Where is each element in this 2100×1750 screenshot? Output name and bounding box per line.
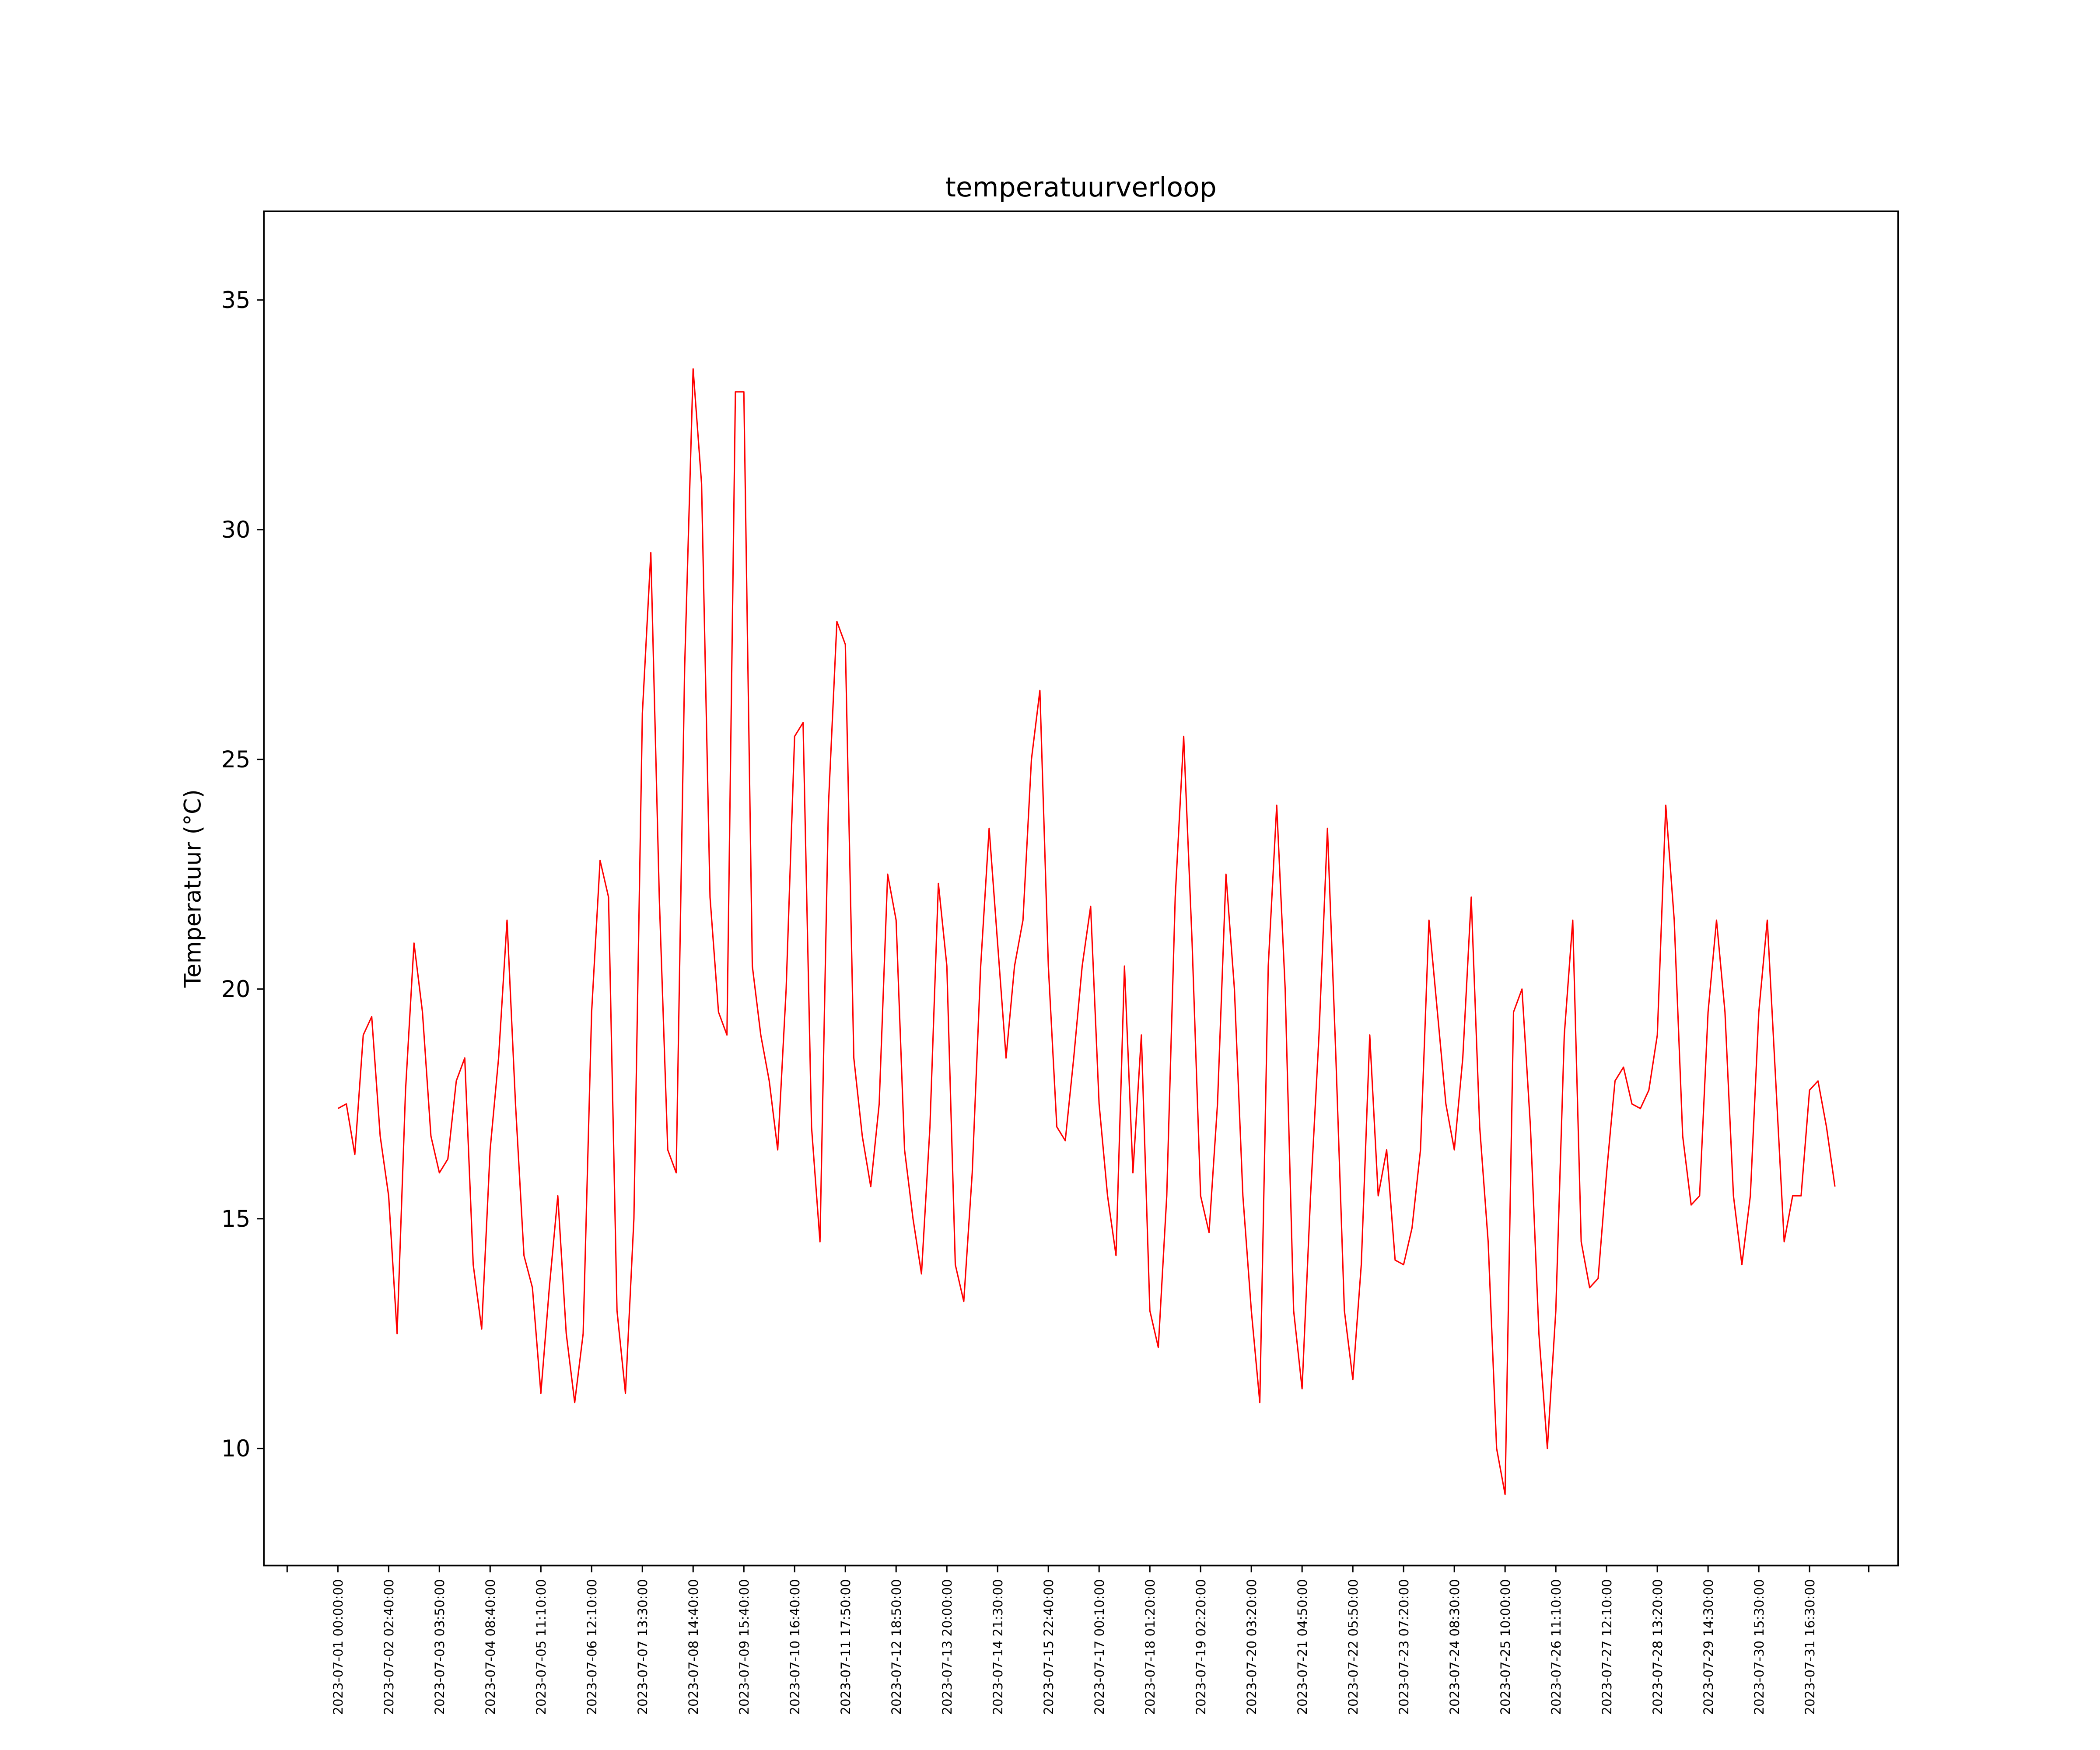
y-tick-label: 30	[221, 517, 251, 543]
x-tick-label: 2023-07-20 03:20:00	[1244, 1579, 1259, 1715]
y-tick-label: 25	[221, 746, 251, 773]
x-tick-label: 2023-07-29 14:30:00	[1701, 1579, 1716, 1715]
x-tick-label: 2023-07-28 13:20:00	[1650, 1579, 1665, 1715]
y-tick-label: 20	[221, 976, 251, 1003]
y-axis-label: Temperatuur (°C)	[179, 789, 206, 988]
x-tick-label: 2023-07-12 18:50:00	[889, 1579, 904, 1715]
x-tick-label: 2023-07-21 04:50:00	[1295, 1579, 1310, 1715]
chart-title: temperatuurverloop	[945, 172, 1217, 203]
x-tick-label: 2023-07-17 00:10:00	[1092, 1579, 1107, 1715]
x-tick-label: 2023-07-07 13:30:00	[635, 1579, 650, 1715]
x-tick-label: 2023-07-04 08:40:00	[483, 1579, 498, 1715]
x-tick-label: 2023-07-05 11:10:00	[534, 1579, 549, 1715]
temperature-line	[337, 368, 1836, 1495]
x-tick-label: 2023-07-24 08:30:00	[1447, 1579, 1462, 1715]
x-tick-label: 2023-07-22 05:50:00	[1346, 1579, 1361, 1715]
x-tick-label: 2023-07-19 02:20:00	[1194, 1579, 1208, 1715]
x-tick-label: 2023-07-18 01:20:00	[1143, 1579, 1158, 1715]
y-tick-label: 35	[221, 287, 251, 314]
x-tick-label: 2023-07-08 14:40:00	[686, 1579, 701, 1715]
plot-area	[337, 368, 1836, 1495]
x-tick-label: 2023-07-11 17:50:00	[838, 1579, 853, 1715]
x-tick-label: 2023-07-01 00:00:00	[331, 1579, 346, 1715]
x-tick-label: 2023-07-13 20:00:00	[940, 1579, 955, 1715]
x-tick-label: 2023-07-14 21:30:00	[990, 1579, 1005, 1715]
x-tick-label: 2023-07-15 22:40:00	[1041, 1579, 1056, 1715]
x-tick-label: 2023-07-03 03:50:00	[432, 1579, 447, 1715]
y-tick-label: 15	[221, 1206, 251, 1232]
x-tick-label: 2023-07-23 07:20:00	[1396, 1579, 1411, 1715]
x-tick-label: 2023-07-06 12:10:00	[584, 1579, 599, 1715]
x-tick-label: 2023-07-26 11:10:00	[1549, 1579, 1564, 1715]
x-tick-label: 2023-07-27 12:10:00	[1600, 1579, 1614, 1715]
x-tick-label: 2023-07-02 02:40:00	[382, 1579, 396, 1715]
y-tick-label: 10	[221, 1435, 251, 1462]
x-tick-label: 2023-07-31 16:30:00	[1802, 1579, 1817, 1715]
x-tick-label: 2023-07-25 10:00:00	[1498, 1579, 1513, 1715]
x-tick-label: 2023-07-10 16:40:00	[788, 1579, 802, 1715]
axes-frame	[263, 210, 1899, 1567]
x-tick-label: 2023-07-30 15:30:00	[1752, 1579, 1767, 1715]
x-tick-label: 2023-07-09 15:40:00	[737, 1579, 752, 1715]
